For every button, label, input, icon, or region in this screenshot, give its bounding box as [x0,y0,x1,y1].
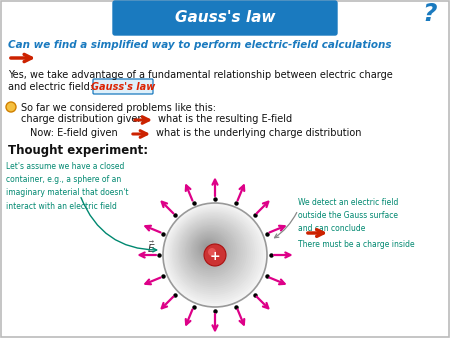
Ellipse shape [169,209,259,299]
FancyBboxPatch shape [113,1,337,35]
Text: +: + [210,249,220,263]
Ellipse shape [206,246,209,249]
Ellipse shape [167,208,261,301]
Circle shape [208,248,216,256]
Text: Let's assume we have a closed
container, e.g., a sphere of an
imaginary material: Let's assume we have a closed container,… [6,162,129,211]
Text: Thought experiment:: Thought experiment: [8,144,148,157]
Ellipse shape [191,231,229,269]
Ellipse shape [181,221,243,283]
Text: and electric field:: and electric field: [8,82,99,92]
Ellipse shape [182,222,241,281]
Ellipse shape [175,215,251,291]
Ellipse shape [193,233,227,267]
Ellipse shape [163,203,267,307]
Ellipse shape [164,204,265,305]
FancyBboxPatch shape [93,79,153,94]
Ellipse shape [188,228,233,273]
Ellipse shape [171,210,257,297]
Ellipse shape [173,213,253,293]
Ellipse shape [203,243,213,253]
Text: Gauss's law: Gauss's law [175,10,275,25]
Ellipse shape [187,226,235,275]
Ellipse shape [185,225,237,277]
Text: Gauss's law: Gauss's law [91,82,155,92]
Ellipse shape [195,235,223,263]
Ellipse shape [179,219,245,285]
Text: Now: E-field given: Now: E-field given [30,128,118,138]
Text: ?: ? [423,2,437,26]
Circle shape [204,244,226,266]
Circle shape [6,102,16,112]
Ellipse shape [201,241,215,255]
Text: what is the underlying charge distribution: what is the underlying charge distributi… [156,128,361,138]
Text: There must be a charge inside: There must be a charge inside [298,240,414,249]
Text: Can we find a simplified way to perform electric-field calculations: Can we find a simplified way to perform … [8,40,392,50]
Ellipse shape [189,230,231,271]
Text: charge distribution given: charge distribution given [21,114,144,124]
Ellipse shape [204,244,211,251]
Ellipse shape [172,212,255,295]
Text: $\vec{E}$: $\vec{E}$ [147,239,155,255]
Ellipse shape [200,240,217,257]
Text: We detect an electric field
outside the Gauss surface
and can conclude: We detect an electric field outside the … [298,198,398,234]
Text: what is the resulting E-field: what is the resulting E-field [158,114,292,124]
Ellipse shape [184,224,239,279]
Text: Yes, we take advantage of a fundamental relationship between electric charge: Yes, we take advantage of a fundamental … [8,70,393,80]
Text: So far we considered problems like this:: So far we considered problems like this: [21,103,216,113]
Ellipse shape [178,218,247,287]
Ellipse shape [166,206,263,303]
Ellipse shape [176,216,249,289]
Ellipse shape [194,234,225,265]
Ellipse shape [198,238,219,259]
Ellipse shape [197,237,221,261]
